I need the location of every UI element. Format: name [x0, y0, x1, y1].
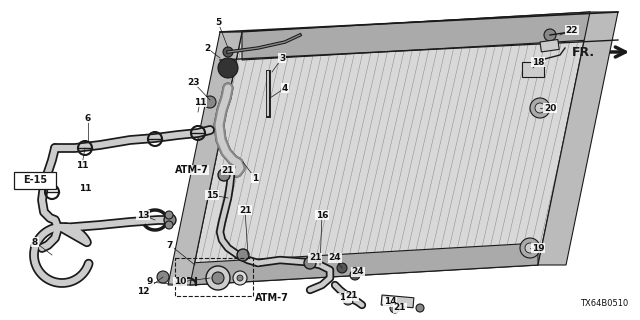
- Text: 7: 7: [167, 241, 173, 250]
- Circle shape: [416, 304, 424, 312]
- Text: 17: 17: [339, 293, 351, 302]
- Circle shape: [520, 238, 540, 258]
- Text: 24: 24: [352, 268, 364, 276]
- Text: 23: 23: [187, 77, 199, 86]
- Bar: [381, 295, 414, 308]
- Text: 14: 14: [384, 298, 396, 307]
- Text: 11: 11: [194, 98, 206, 107]
- Polygon shape: [242, 12, 590, 60]
- Circle shape: [343, 295, 353, 305]
- Text: 5: 5: [215, 18, 221, 27]
- Circle shape: [544, 29, 556, 41]
- Text: 21: 21: [394, 303, 406, 313]
- Text: 8: 8: [32, 237, 38, 246]
- Circle shape: [204, 96, 216, 108]
- Text: 4: 4: [282, 84, 288, 92]
- Circle shape: [535, 103, 545, 113]
- Text: 22: 22: [566, 26, 579, 35]
- Circle shape: [164, 214, 176, 226]
- Bar: [175, 258, 253, 296]
- Bar: [540, 39, 559, 52]
- Text: 15: 15: [205, 190, 218, 199]
- Text: 19: 19: [532, 244, 544, 252]
- Text: 21: 21: [239, 205, 252, 214]
- Text: 6: 6: [85, 114, 91, 123]
- Polygon shape: [168, 32, 242, 285]
- Text: 2: 2: [204, 44, 210, 52]
- Circle shape: [218, 58, 238, 78]
- Text: 1: 1: [252, 173, 258, 182]
- Text: 16: 16: [316, 211, 328, 220]
- FancyBboxPatch shape: [14, 172, 56, 189]
- Text: 20: 20: [544, 103, 556, 113]
- Text: 18: 18: [532, 58, 544, 67]
- Text: 21: 21: [221, 165, 234, 174]
- Circle shape: [304, 257, 316, 269]
- Text: 24: 24: [329, 253, 341, 262]
- Circle shape: [237, 249, 249, 261]
- Text: E-15: E-15: [23, 175, 47, 185]
- Text: 3: 3: [279, 53, 285, 62]
- Text: ATM-7: ATM-7: [175, 165, 209, 175]
- Circle shape: [206, 266, 230, 290]
- Circle shape: [350, 270, 360, 280]
- Circle shape: [218, 169, 230, 181]
- Circle shape: [237, 275, 243, 281]
- Text: 11: 11: [79, 183, 92, 193]
- Text: 9: 9: [147, 277, 153, 286]
- Polygon shape: [190, 243, 538, 285]
- Circle shape: [337, 263, 347, 273]
- Circle shape: [223, 47, 233, 57]
- Polygon shape: [538, 12, 618, 265]
- Circle shape: [165, 211, 173, 219]
- Circle shape: [525, 243, 535, 253]
- Circle shape: [530, 98, 550, 118]
- Text: 12: 12: [137, 287, 149, 297]
- Text: TX64B0510: TX64B0510: [580, 299, 628, 308]
- Text: 10: 10: [174, 277, 186, 286]
- Text: FR.: FR.: [572, 45, 595, 59]
- Circle shape: [212, 272, 224, 284]
- Circle shape: [233, 271, 247, 285]
- Text: ATM-7: ATM-7: [255, 293, 289, 303]
- Circle shape: [165, 221, 173, 229]
- Bar: [522, 62, 544, 77]
- Text: 13: 13: [137, 211, 149, 220]
- Circle shape: [157, 271, 169, 283]
- Text: 21: 21: [308, 253, 321, 262]
- Circle shape: [390, 303, 400, 313]
- Text: 21: 21: [346, 292, 358, 300]
- Text: 11: 11: [76, 161, 88, 170]
- Polygon shape: [190, 12, 590, 285]
